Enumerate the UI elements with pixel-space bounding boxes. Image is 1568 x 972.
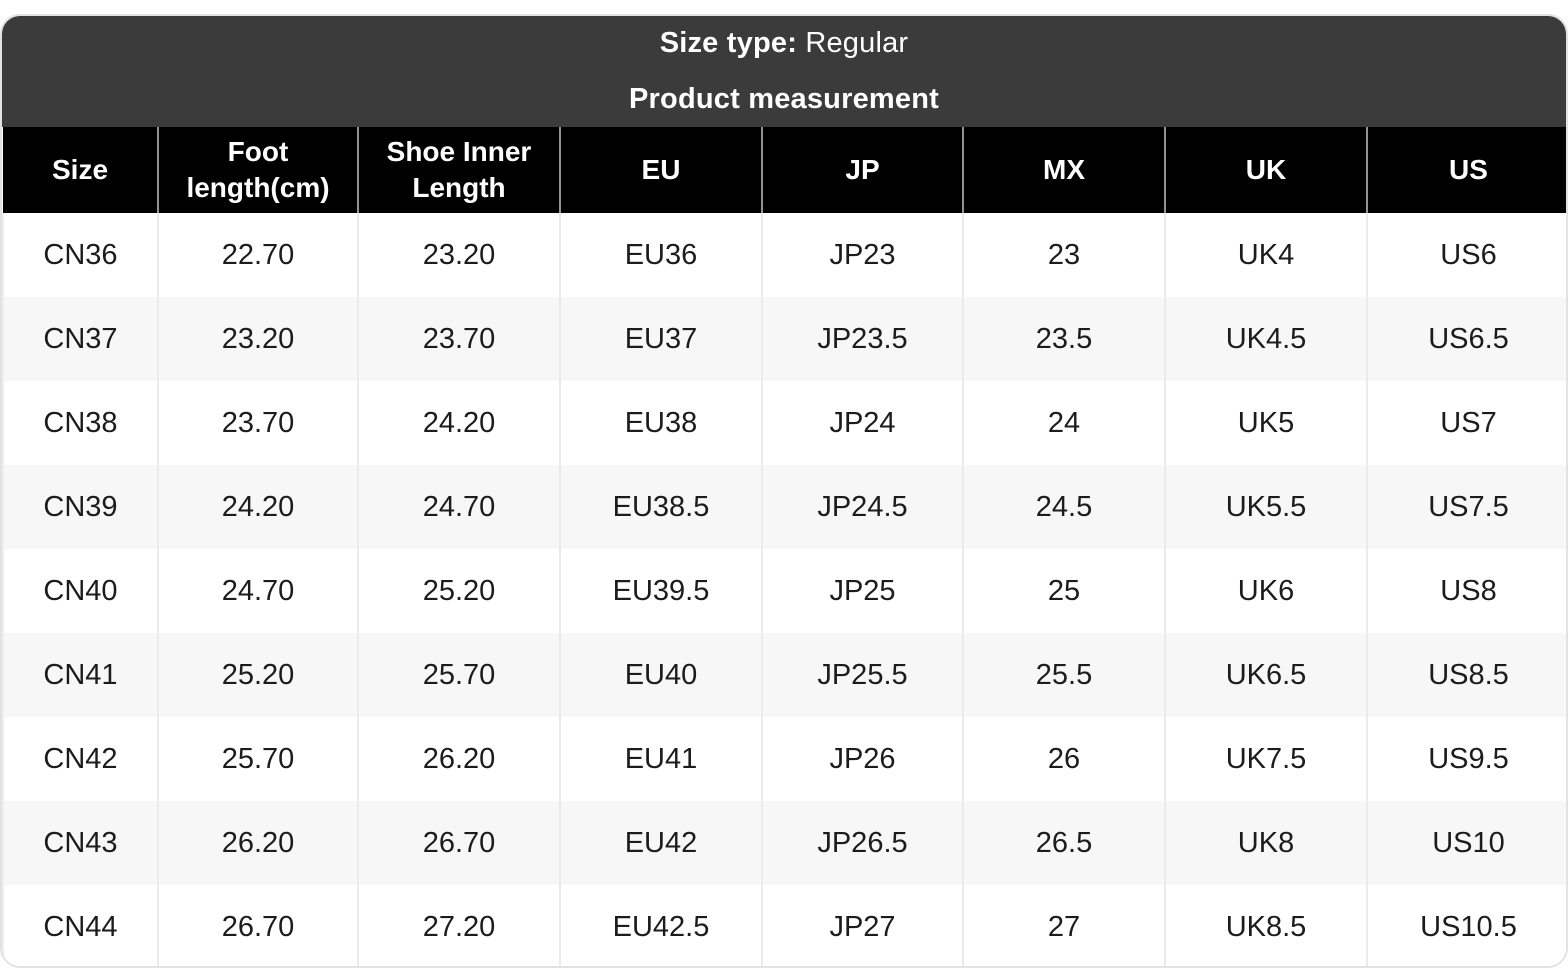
size-type-label: Size type: [659,27,798,59]
table-cell: 24.70 [157,549,358,633]
table-cell: US7 [1366,381,1566,465]
table-cell: CN36 [2,213,158,297]
table-cell: UK8 [1164,801,1367,885]
table-cell: US10.5 [1366,885,1566,966]
table-cell: US8 [1366,549,1566,633]
table-cell: 26.20 [157,801,358,885]
table-cell: EU42 [559,801,762,885]
table-cell: UK7.5 [1164,717,1367,801]
table-cell: CN37 [2,297,158,381]
table-cell: UK5.5 [1164,465,1367,549]
table-cell: 23.70 [357,297,560,381]
table-cell: EU38.5 [559,465,762,549]
table-cell: JP24 [761,381,963,465]
size-type-line: Size type: Regular [660,29,909,58]
table-cell: 24.20 [357,381,560,465]
table-cell: EU41 [559,717,762,801]
table-cell: CN40 [2,549,158,633]
table-cell: 26.20 [357,717,560,801]
table-cell: JP23 [761,213,963,297]
table-cell: JP24.5 [761,465,963,549]
column-header-foot-length-cm-: Foot length(cm) [157,127,358,213]
column-header-row: Size Foot length(cm) Shoe Inner Length EU JP… [3,127,1566,213]
table-cell: JP23.5 [761,297,963,381]
table-cell: 24.20 [157,465,358,549]
table-cell: CN43 [2,801,158,885]
table-row: CN39 24.20 24.70 EU38.5 JP24.5 24.5 UK5.5 US7.5 [2,465,1566,549]
table-cell: US9.5 [1366,717,1566,801]
table-cell: CN44 [2,885,158,966]
table-cell: 24 [962,381,1165,465]
table-cell: 27.20 [357,885,560,966]
table-cell: 26.5 [962,801,1165,885]
table-cell: 23.70 [157,381,358,465]
size-chart-table: Size Foot length(cm) Shoe Inner Length EU JP… [2,127,1566,966]
table-cell: EU39.5 [559,549,762,633]
table-cell: JP25 [761,549,963,633]
column-header-eu: EU [559,127,762,213]
table-cell: CN41 [2,633,158,717]
table-cell: 25 [962,549,1165,633]
table-cell: CN42 [2,717,158,801]
table-cell: US6 [1366,213,1566,297]
column-header-size: Size [3,127,158,213]
table-cell: EU36 [559,213,762,297]
table-cell: CN38 [2,381,158,465]
size-chart-body: CN36 22.70 23.20 EU36 JP23 23 UK4 US6 CN37 23.20 2… [2,213,1566,966]
size-chart-card: Size type: Regular Product measurement S… [0,14,1568,968]
table-cell: 24.5 [962,465,1165,549]
table-cell: UK4.5 [1164,297,1367,381]
table-cell: 25.20 [357,549,560,633]
table-cell: JP25.5 [761,633,963,717]
table-cell: UK6.5 [1164,633,1367,717]
table-row: CN41 25.20 25.70 EU40 JP25.5 25.5 UK6.5 US8.5 [2,633,1566,717]
column-header-uk: UK [1164,127,1367,213]
table-cell: JP26.5 [761,801,963,885]
table-cell: 25.20 [157,633,358,717]
size-chart-header: Size type: Regular Product measurement [2,16,1566,127]
table-cell: US10 [1366,801,1566,885]
table-cell: UK4 [1164,213,1367,297]
table-row: CN38 23.70 24.20 EU38 JP24 24 UK5 US7 [2,381,1566,465]
product-measurement-title: Product measurement [629,83,939,115]
table-cell: UK5 [1164,381,1367,465]
table-cell: EU42.5 [559,885,762,966]
table-cell: 23 [962,213,1165,297]
size-type-value: Regular [805,27,909,59]
table-cell: 26.70 [157,885,358,966]
table-row: CN40 24.70 25.20 EU39.5 JP25 25 UK6 US8 [2,549,1566,633]
table-cell: US8.5 [1366,633,1566,717]
table-cell: JP26 [761,717,963,801]
table-row: CN42 25.70 26.20 EU41 JP26 26 UK7.5 US9.5 [2,717,1566,801]
table-cell: 23.20 [357,213,560,297]
table-cell: CN39 [2,465,158,549]
column-header-shoe-inner-length: Shoe Inner Length [357,127,560,213]
column-header-jp: JP [761,127,963,213]
table-cell: 22.70 [157,213,358,297]
table-cell: 26.70 [357,801,560,885]
table-cell: 23.5 [962,297,1165,381]
table-cell: EU37 [559,297,762,381]
table-cell: 27 [962,885,1165,966]
table-row: CN43 26.20 26.70 EU42 JP26.5 26.5 UK8 US10 [2,801,1566,885]
table-cell: 26 [962,717,1165,801]
table-cell: 25.70 [157,717,358,801]
table-cell: EU38 [559,381,762,465]
column-header-mx: MX [962,127,1165,213]
table-cell: 24.70 [357,465,560,549]
table-row: CN37 23.20 23.70 EU37 JP23.5 23.5 UK4.5 US6.5 [2,297,1566,381]
table-cell: UK8.5 [1164,885,1367,966]
table-cell: EU40 [559,633,762,717]
table-cell: US6.5 [1366,297,1566,381]
table-row: CN44 26.70 27.20 EU42.5 JP27 27 UK8.5 US10.5 [2,885,1566,966]
table-cell: JP27 [761,885,963,966]
table-cell: 25.70 [357,633,560,717]
table-row: CN36 22.70 23.20 EU36 JP23 23 UK4 US6 [2,213,1566,297]
column-header-us: US [1366,127,1566,213]
table-cell: 23.20 [157,297,358,381]
table-cell: UK6 [1164,549,1367,633]
table-cell: US7.5 [1366,465,1566,549]
table-cell: 25.5 [962,633,1165,717]
